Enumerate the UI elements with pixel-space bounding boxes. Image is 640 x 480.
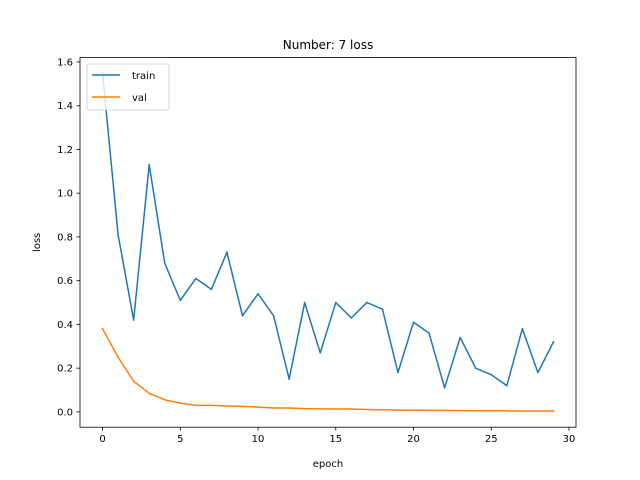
data-point-val	[288, 407, 290, 409]
data-point-val	[443, 409, 446, 412]
data-point-train	[412, 321, 415, 324]
data-point-train	[272, 314, 275, 317]
data-point-val	[117, 356, 119, 359]
x-tick-label: 20	[407, 434, 420, 445]
data-point-val	[474, 410, 477, 412]
data-point-val	[319, 408, 322, 410]
data-point-train	[179, 299, 182, 302]
y-tick-label: 0.4	[57, 320, 73, 331]
x-tick-label: 30	[563, 434, 576, 445]
data-point-train	[428, 332, 430, 334]
data-point-train	[241, 314, 244, 317]
data-point-train	[366, 301, 368, 304]
series-line-train	[101, 72, 555, 389]
data-point-val	[163, 399, 166, 401]
data-point-train	[521, 327, 524, 330]
x-tick-label: 10	[252, 434, 265, 445]
data-point-val	[210, 404, 213, 407]
data-point-val	[132, 380, 135, 383]
data-point-val	[241, 405, 244, 408]
data-point-train	[257, 292, 259, 295]
y-tick-label: 1.2	[57, 145, 73, 156]
plot-frame	[79, 57, 577, 428]
data-point-train	[195, 277, 197, 280]
data-point-train	[381, 308, 384, 310]
data-point-train	[350, 317, 353, 319]
legend: train val	[86, 63, 170, 111]
y-axis-label: loss	[32, 233, 43, 252]
x-axis-label: epoch	[313, 459, 343, 470]
data-point-train	[148, 163, 150, 166]
y-tick-label: 0.6	[57, 276, 73, 287]
data-point-train	[226, 251, 228, 254]
data-point-train	[552, 341, 555, 343]
data-point-train	[459, 336, 461, 339]
y-tick-label: 0.2	[57, 364, 73, 375]
legend-label-val: val	[132, 93, 147, 104]
data-point-val	[521, 410, 524, 412]
data-point-val	[459, 409, 461, 412]
data-point-val	[506, 410, 508, 412]
y-tick-label: 1.0	[57, 189, 73, 200]
data-point-val	[272, 407, 275, 409]
data-point-val	[334, 408, 337, 410]
data-point-val	[490, 410, 493, 412]
data-point-train	[334, 301, 337, 304]
data-point-train	[537, 371, 539, 374]
data-point-train	[474, 367, 477, 369]
data-point-val	[366, 408, 368, 411]
x-tick-label: 15	[329, 434, 342, 445]
data-point-val	[412, 409, 415, 411]
data-point-train	[506, 384, 508, 387]
y-tick-label: 0.8	[57, 232, 73, 243]
chart-title: Number: 7 loss	[283, 38, 373, 52]
data-point-train	[303, 301, 306, 304]
data-point-val	[257, 406, 259, 408]
data-point-val	[537, 410, 539, 412]
data-point-val	[226, 405, 228, 407]
data-point-train	[132, 319, 135, 321]
x-tick-label: 25	[485, 434, 498, 445]
data-point-val	[148, 392, 150, 395]
y-tick-label: 1.6	[57, 57, 73, 68]
data-point-train	[117, 233, 119, 236]
data-point-train	[397, 371, 399, 374]
data-point-val	[397, 409, 399, 411]
data-point-val	[195, 404, 197, 407]
data-point-train	[490, 373, 493, 376]
data-point-train	[319, 352, 322, 354]
data-point-val	[381, 408, 384, 411]
y-tick-label: 1.4	[57, 101, 73, 112]
data-point-val	[101, 327, 104, 330]
data-point-val	[552, 410, 555, 412]
data-point-train	[288, 378, 290, 380]
data-point-train	[163, 262, 166, 264]
data-point-val	[179, 402, 182, 404]
y-tick-label: 0.0	[57, 407, 73, 418]
data-point-train	[210, 288, 213, 291]
legend-label-train: train	[132, 71, 155, 82]
data-point-val	[350, 408, 353, 410]
legend-box	[86, 63, 170, 111]
x-tick-label: 5	[177, 434, 183, 445]
data-point-val	[428, 409, 430, 412]
data-point-train	[443, 387, 446, 389]
x-tick-label: 0	[99, 434, 105, 445]
data-point-val	[303, 407, 306, 410]
series-line-val	[101, 327, 555, 412]
